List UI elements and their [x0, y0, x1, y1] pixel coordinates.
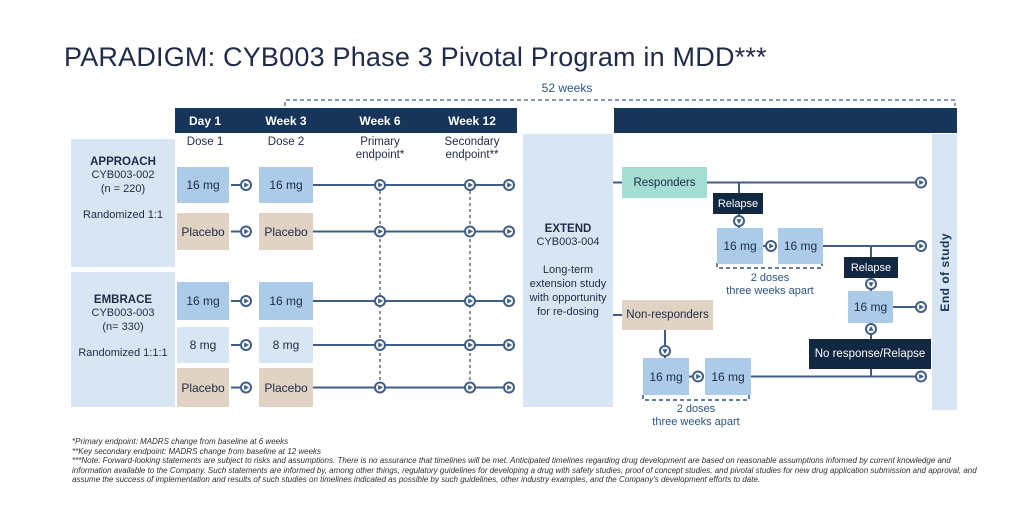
timeline-header-bar-right — [614, 108, 957, 133]
flow-arrow-icon — [503, 225, 515, 238]
dose-box: 16 mg — [177, 282, 229, 320]
timeline-node-icon — [464, 179, 476, 191]
study-randomization: Randomized 1:1:1 — [78, 347, 168, 359]
study-enrollment: (n = 220) — [100, 183, 146, 195]
sublabel-secondary-endpoint: Secondary endpoint** — [444, 136, 500, 161]
study-panel-embrace: EMBRACE CYB003-003 (n= 330) Randomized 1… — [71, 272, 175, 407]
flow-arrow-icon — [240, 295, 252, 307]
dose-box: Placebo — [259, 368, 313, 407]
flow-arrow-icon — [240, 179, 252, 191]
page-title: PARADIGM: CYB003 Phase 3 Pivotal Program… — [64, 42, 767, 72]
flow-arrow-up-icon — [865, 323, 877, 335]
relapse-box: Relapse — [713, 193, 763, 214]
dose-box: Placebo — [177, 213, 229, 250]
dose-box: Placebo — [259, 213, 313, 250]
study-code: CYB003-003 — [91, 307, 155, 319]
redose-note-top: 2 doses three weeks apart — [726, 272, 814, 297]
timeline-node-icon — [374, 381, 386, 394]
dose-box: Placebo — [177, 368, 229, 407]
flow-arrow-icon — [915, 301, 927, 313]
dose-box: 8 mg — [177, 327, 229, 363]
study-randomization: Randomized 1:1 — [82, 209, 164, 221]
timeline-column-week6: Week 6 — [359, 114, 401, 128]
dose-box: 16 mg — [259, 167, 313, 203]
footnote-forward-looking: ***Note: Forward-looking statements are … — [72, 456, 977, 485]
redose-box: 16 mg — [643, 358, 689, 395]
footnotes: *Primary endpoint: MADRS change from bas… — [72, 437, 990, 485]
timeline-column-week12: Week 12 — [448, 114, 496, 128]
timeline-node-icon — [374, 179, 386, 191]
flow-arrow-icon — [765, 240, 777, 252]
timeline-node-icon — [374, 225, 386, 238]
no-response-relapse-box: No response/Relapse — [809, 339, 931, 369]
sublabel-dose2: Dose 2 — [267, 136, 305, 148]
end-of-study-bar: End of study — [932, 134, 957, 410]
redose-box: 16 mg — [705, 358, 751, 395]
study-panel-approach: APPROACH CYB003-002 (n = 220) Randomized… — [71, 139, 175, 267]
responders-box: Responders — [622, 167, 707, 198]
timeline-node-icon — [374, 295, 386, 307]
flow-arrow-icon — [503, 339, 515, 351]
end-of-study-label: End of study — [937, 232, 952, 312]
flow-arrow-icon — [240, 381, 252, 394]
dose-box: 8 mg — [259, 327, 313, 363]
timeline-node-icon — [374, 339, 386, 351]
flow-arrow-down-icon — [659, 345, 671, 357]
flow-arrow-icon — [915, 240, 927, 252]
footnote-primary-endpoint: *Primary endpoint: MADRS change from bas… — [72, 437, 289, 446]
dose-box: 16 mg — [259, 282, 313, 320]
flow-arrow-icon — [240, 339, 252, 351]
study-code: CYB003-004 — [536, 235, 600, 248]
study-code: CYB003-002 — [91, 169, 155, 181]
study-name: APPROACH — [90, 156, 156, 168]
timeline-node-icon — [464, 295, 476, 307]
flow-arrow-icon — [915, 176, 927, 189]
flow-arrow-icon — [240, 225, 252, 238]
flow-arrow-icon — [503, 381, 515, 394]
footnote-secondary-endpoint: **Key secondary endpoint: MADRS change f… — [72, 446, 322, 456]
redose-note-bottom: 2 doses three weeks apart — [652, 403, 740, 428]
sublabel-primary-endpoint: Primary endpoint* — [355, 136, 405, 161]
timeline-node-icon — [464, 225, 476, 238]
relapse-box: Relapse — [844, 257, 898, 278]
flow-arrow-icon — [503, 295, 515, 307]
timeline-span-label: 52 weeks — [541, 81, 593, 95]
dose-box: 16 mg — [177, 167, 229, 203]
study-description: Long-term extension study with opportuni… — [529, 263, 607, 318]
flow-arrow-down-icon — [865, 278, 877, 290]
timeline-node-icon — [464, 381, 476, 394]
study-name: EMBRACE — [93, 294, 153, 306]
timeline-column-day1: Day 1 — [188, 114, 222, 128]
timeline-header-bar-left — [175, 108, 517, 133]
redose-box: 16 mg — [848, 291, 893, 323]
study-enrollment: (n= 330) — [102, 321, 144, 333]
flow-arrow-down-icon — [733, 215, 745, 227]
study-name: EXTEND — [544, 222, 592, 235]
flow-arrow-icon — [503, 179, 515, 191]
flow-arrow-icon — [915, 370, 927, 383]
sublabel-dose1: Dose 1 — [186, 136, 224, 148]
non-responders-box: Non-responders — [622, 300, 713, 330]
timeline-column-week3: Week 3 — [265, 114, 307, 128]
redose-box: 16 mg — [717, 228, 763, 264]
timeline-node-icon — [464, 339, 476, 351]
redose-box: 16 mg — [778, 228, 823, 264]
study-panel-extend: EXTEND CYB003-004 Long-term extension st… — [523, 134, 613, 407]
flow-arrow-icon — [692, 370, 704, 383]
